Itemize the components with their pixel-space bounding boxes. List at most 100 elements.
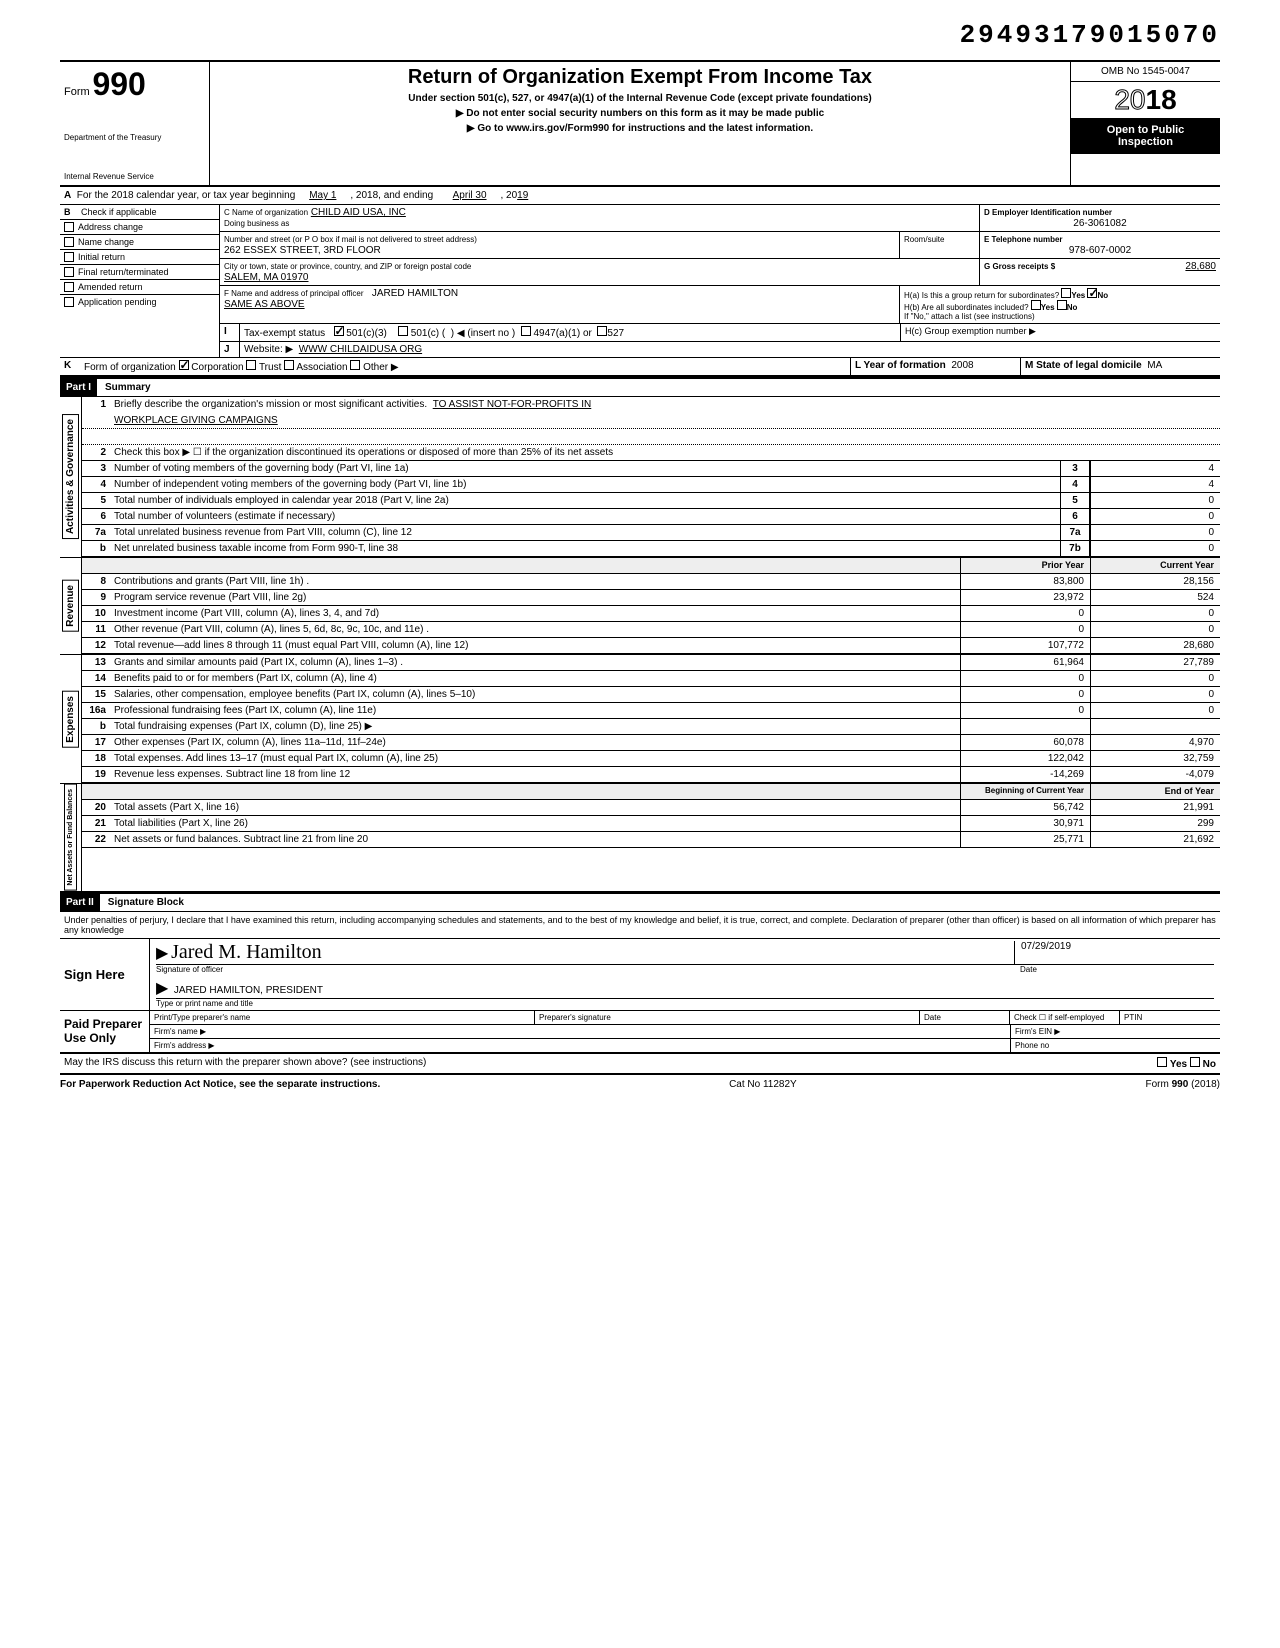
checkbox-final-return[interactable] <box>64 267 74 277</box>
opt-trust: Trust <box>259 362 281 373</box>
ein-value: 26-3061082 <box>984 218 1216 229</box>
hc-label: H(c) Group exemption number ▶ <box>905 326 1036 336</box>
line-num: 15 <box>82 687 110 702</box>
curr-val: 21,991 <box>1090 800 1220 815</box>
vtab-governance: Activities & Governance <box>62 414 79 539</box>
gov-desc: Total unrelated business revenue from Pa… <box>110 525 1060 540</box>
city-value: SALEM, MA 01970 <box>224 272 309 283</box>
ha-no[interactable] <box>1087 288 1097 298</box>
tax-year-end: 19 <box>517 190 528 201</box>
hb-yes[interactable] <box>1031 300 1041 310</box>
pp-date-label: Date <box>920 1011 1010 1024</box>
gov-desc: Number of independent voting members of … <box>110 477 1060 492</box>
cb-assoc[interactable] <box>284 360 294 370</box>
vtab-netassets: Net Assets or Fund Balances <box>64 784 77 891</box>
pp-sig-label: Preparer's signature <box>535 1011 920 1024</box>
checkbox-initial-return[interactable] <box>64 252 74 262</box>
line-num: 20 <box>82 800 110 815</box>
curr-val: 28,680 <box>1090 638 1220 653</box>
checkbox-amended[interactable] <box>64 282 74 292</box>
state-domicile: MA <box>1147 360 1162 371</box>
org-name: CHILD AID USA, INC <box>311 207 406 218</box>
gov-num: 6 <box>82 509 110 524</box>
street-address: 262 ESSEX STREET, 3RD FLOOR <box>224 245 381 256</box>
hb-no[interactable] <box>1057 300 1067 310</box>
line2-num: 2 <box>82 445 110 460</box>
cb-trust[interactable] <box>246 360 256 370</box>
irs-no[interactable] <box>1190 1057 1200 1067</box>
cb-corp[interactable] <box>179 360 189 370</box>
checkbox-name-change[interactable] <box>64 237 74 247</box>
line2-text: Check this box ▶ ☐ if the organization d… <box>110 445 1220 460</box>
form-prefix: Form <box>64 86 90 98</box>
dba-label: Doing business as <box>224 219 289 228</box>
d-label: D Employer Identification number <box>984 208 1112 217</box>
line-desc: Contributions and grants (Part VIII, lin… <box>110 574 960 589</box>
line-desc: Other expenses (Part IX, column (A), lin… <box>110 735 960 750</box>
cb-527[interactable] <box>597 326 607 336</box>
irs-label: Internal Revenue Service <box>64 172 205 181</box>
footer-right-prefix: Form <box>1146 1079 1172 1090</box>
opt-name-change: Name change <box>78 237 134 247</box>
checkbox-address-change[interactable] <box>64 222 74 232</box>
footer-mid: Cat No 11282Y <box>729 1079 797 1090</box>
line-desc: Investment income (Part VIII, column (A)… <box>110 606 960 621</box>
gov-val: 0 <box>1090 525 1220 540</box>
k-label: K <box>64 360 71 371</box>
gov-desc: Total number of volunteers (estimate if … <box>110 509 1060 524</box>
line1-pre: Briefly describe the organization's miss… <box>114 399 427 410</box>
gov-num: 4 <box>82 477 110 492</box>
cb-other[interactable] <box>350 360 360 370</box>
gov-desc: Number of voting members of the governin… <box>110 461 1060 476</box>
line-desc: Revenue less expenses. Subtract line 18 … <box>110 767 960 782</box>
ha-label: H(a) Is this a group return for subordin… <box>904 291 1059 300</box>
ha-yes[interactable] <box>1061 288 1071 298</box>
website-value: WWW CHILDAIDUSA ORG <box>299 344 422 355</box>
pp-ptin-label: PTIN <box>1120 1011 1220 1024</box>
sign-date: 07/29/2019 <box>1014 941 1214 965</box>
checkbox-application-pending[interactable] <box>64 297 74 307</box>
curr-val: 524 <box>1090 590 1220 605</box>
cb-501c3[interactable] <box>334 326 344 336</box>
line-desc: Total assets (Part X, line 16) <box>110 800 960 815</box>
cb-501c[interactable] <box>398 326 408 336</box>
hb-label: H(b) Are all subordinates included? <box>904 303 1029 312</box>
f-label: F Name and address of principal officer <box>224 289 363 298</box>
e-label: E Telephone number <box>984 235 1063 244</box>
line-desc: Net assets or fund balances. Subtract li… <box>110 832 960 847</box>
curr-val: 299 <box>1090 816 1220 831</box>
col-prior: Prior Year <box>960 558 1090 573</box>
prior-val: 0 <box>960 687 1090 702</box>
line-num: 13 <box>82 655 110 670</box>
cb-4947[interactable] <box>521 326 531 336</box>
ha-no-lbl: No <box>1097 291 1108 300</box>
opt-corp: Corporation <box>191 362 243 373</box>
gov-box: 3 <box>1060 461 1090 476</box>
dept-treasury: Department of the Treasury <box>64 133 205 142</box>
dln-number: 29493179015070 <box>60 20 1220 50</box>
j-label: J <box>224 344 230 355</box>
gov-val: 0 <box>1090 509 1220 524</box>
prior-val: 83,800 <box>960 574 1090 589</box>
col-end: End of Year <box>1090 784 1220 799</box>
date-label: Date <box>1014 965 1214 974</box>
irs-yes[interactable] <box>1157 1057 1167 1067</box>
curr-val: 27,789 <box>1090 655 1220 670</box>
prior-val: 30,971 <box>960 816 1090 831</box>
curr-val <box>1090 719 1220 734</box>
inspection: Inspection <box>1118 136 1173 148</box>
col-beginning: Beginning of Current Year <box>960 784 1090 799</box>
opt-amended: Amended return <box>78 282 143 292</box>
sign-here-label: Sign Here <box>64 967 125 982</box>
g-label: G Gross receipts $ <box>984 262 1055 271</box>
phone-value: 978-607-0002 <box>984 245 1216 256</box>
curr-val: 0 <box>1090 622 1220 637</box>
opt-address-change: Address change <box>78 222 143 232</box>
officer-printed: JARED HAMILTON, PRESIDENT <box>174 985 323 996</box>
tax-exempt-label: Tax-exempt status <box>244 328 325 339</box>
curr-val: -4,079 <box>1090 767 1220 782</box>
gov-num: 5 <box>82 493 110 508</box>
firm-addr-label: Firm's address ▶ <box>150 1039 1010 1052</box>
opt-527: 527 <box>607 328 624 339</box>
gov-box: 4 <box>1060 477 1090 492</box>
